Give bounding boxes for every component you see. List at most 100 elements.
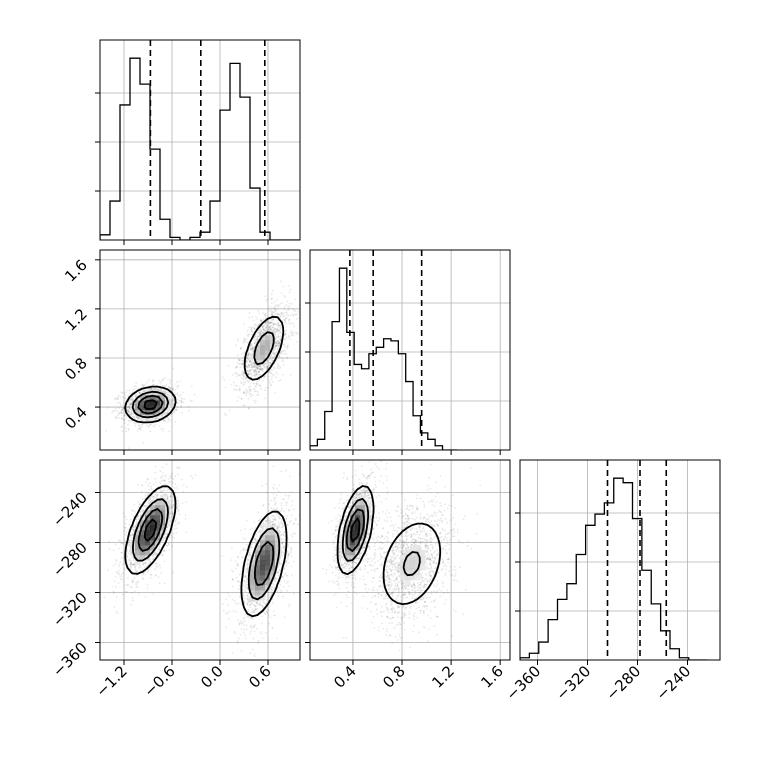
scatter-point xyxy=(158,564,161,567)
scatter-point xyxy=(164,385,166,388)
scatter-point xyxy=(170,510,173,513)
scatter-point xyxy=(130,566,132,568)
scatter-point xyxy=(240,397,243,400)
scatter-point xyxy=(135,522,138,525)
scatter-point xyxy=(113,580,116,583)
scatter-point xyxy=(117,398,119,401)
scatter-point xyxy=(161,471,164,474)
scatter-point xyxy=(292,331,294,334)
scatter-point xyxy=(277,324,279,326)
scatter-point xyxy=(284,338,287,341)
scatter-point xyxy=(167,495,170,498)
scatter-point xyxy=(259,373,262,376)
scatter-point xyxy=(239,623,241,625)
scatter-point xyxy=(266,360,269,362)
scatter-point xyxy=(259,331,262,334)
scatter-point xyxy=(274,309,277,312)
scatter-point xyxy=(181,502,184,505)
scatter-point xyxy=(281,575,284,578)
scatter-point xyxy=(170,403,172,406)
scatter-point xyxy=(172,388,174,391)
scatter-point xyxy=(252,637,255,640)
scatter-point xyxy=(261,622,263,625)
scatter-point xyxy=(239,366,242,369)
scatter-point xyxy=(138,391,141,393)
scatter-point xyxy=(173,411,175,414)
scatter-point xyxy=(267,361,270,363)
scatter-point xyxy=(173,536,176,539)
scatter-point xyxy=(115,560,118,562)
scatter-point xyxy=(265,491,268,494)
scatter-point xyxy=(172,387,175,389)
scatter-point xyxy=(283,321,286,324)
scatter-point xyxy=(121,430,124,433)
scatter-point xyxy=(276,304,279,307)
scatter-point xyxy=(257,365,260,368)
scatter-point xyxy=(116,397,119,399)
scatter-point xyxy=(255,383,258,386)
scatter-point xyxy=(289,332,292,334)
scatter-point xyxy=(291,302,294,305)
scatter-point xyxy=(162,479,165,482)
scatter-point xyxy=(171,398,174,400)
scatter-point xyxy=(147,484,150,487)
scatter-point xyxy=(133,422,135,424)
scatter-point xyxy=(127,424,129,426)
scatter-point xyxy=(149,423,152,426)
scatter-point xyxy=(270,319,273,322)
scatter-point xyxy=(287,345,290,347)
scatter-point xyxy=(252,366,255,368)
scatter-point xyxy=(240,650,243,652)
scatter-point xyxy=(253,630,256,633)
scatter-point xyxy=(262,368,265,371)
scatter-point xyxy=(239,381,242,383)
scatter-point xyxy=(279,366,282,368)
scatter-point xyxy=(248,346,251,349)
scatter-point xyxy=(271,369,273,371)
scatter-point xyxy=(247,354,250,357)
scatter-point xyxy=(258,384,261,387)
scatter-point xyxy=(225,414,227,417)
scatter-point xyxy=(240,556,243,558)
scatter-point xyxy=(135,416,138,418)
scatter-point xyxy=(132,563,135,566)
scatter-point xyxy=(246,369,248,372)
scatter-point xyxy=(225,598,228,601)
scatter-point xyxy=(260,320,263,323)
scatter-point xyxy=(271,359,274,362)
scatter-point xyxy=(241,373,244,376)
scatter-point xyxy=(171,511,174,514)
scatter-point xyxy=(170,400,173,403)
x-tick-label: −320 xyxy=(552,662,594,704)
scatter-point xyxy=(274,307,276,309)
scatter-point xyxy=(275,324,278,326)
scatter-point xyxy=(123,529,126,532)
scatter-point xyxy=(253,362,255,365)
scatter-point xyxy=(131,412,134,415)
scatter-point xyxy=(134,568,137,570)
scatter-point xyxy=(275,577,278,580)
scatter-point xyxy=(272,508,275,510)
scatter-point xyxy=(163,582,166,585)
scatter-point xyxy=(257,373,259,376)
scatter-point xyxy=(276,342,278,345)
scatter-point xyxy=(276,345,278,347)
scatter-point xyxy=(296,331,299,334)
scatter-point xyxy=(253,374,256,376)
scatter-point xyxy=(118,565,120,568)
scatter-point xyxy=(125,591,128,593)
scatter-point xyxy=(129,535,132,538)
scatter-point xyxy=(240,397,243,400)
scatter-point xyxy=(177,499,180,502)
scatter-point xyxy=(166,533,168,536)
scatter-point xyxy=(275,342,277,345)
scatter-point xyxy=(259,319,262,322)
scatter-point xyxy=(253,611,256,614)
scatter-point xyxy=(281,373,284,376)
scatter-point xyxy=(292,532,295,535)
scatter-point xyxy=(154,477,156,480)
scatter-point xyxy=(170,534,173,537)
scatter-point xyxy=(144,495,147,497)
scatter-point xyxy=(289,521,291,523)
density-cell xyxy=(270,330,276,336)
